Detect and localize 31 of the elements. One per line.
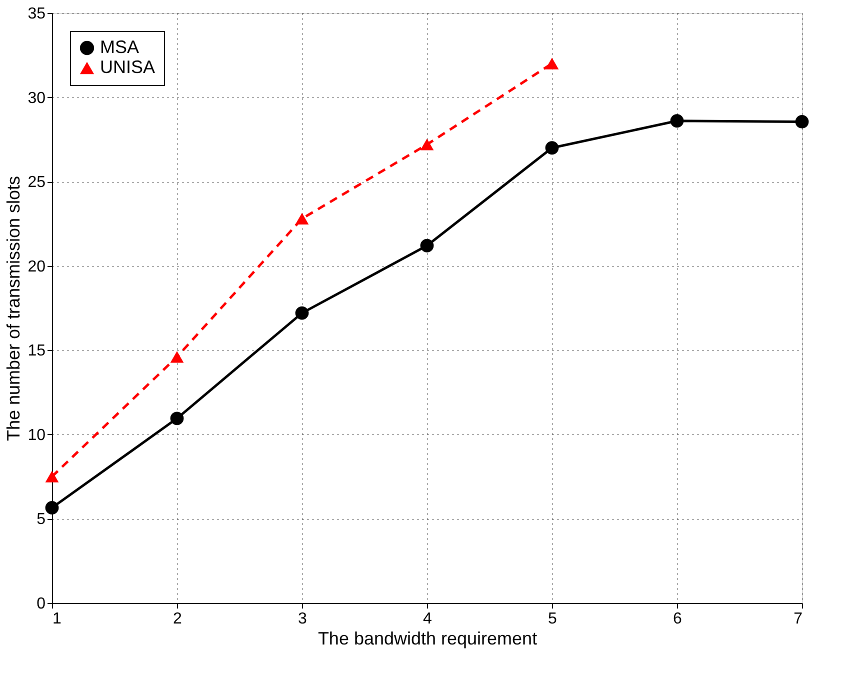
point — [670, 114, 684, 128]
point — [295, 212, 309, 224]
point — [545, 58, 559, 70]
y-tick-label: 25 — [28, 174, 46, 192]
x-tick-label: 1 — [52, 610, 62, 628]
y-tick-label: 5 — [36, 511, 46, 528]
x-tick-label: 6 — [673, 610, 682, 628]
legend-label: UNISA — [100, 57, 156, 77]
y-tick-label: 30 — [28, 90, 46, 107]
point — [45, 470, 59, 482]
x-tick-label: 3 — [298, 610, 308, 628]
x-tick-label: 5 — [548, 610, 558, 628]
y-tick-label: 35 — [28, 6, 46, 22]
point — [295, 306, 309, 320]
x-tick-label: 4 — [423, 610, 432, 628]
point — [420, 238, 434, 252]
point — [45, 501, 59, 514]
point — [170, 412, 184, 426]
y-tick-label: 15 — [28, 342, 46, 360]
y-tick-label: 0 — [36, 596, 46, 612]
y-tick-label: 10 — [28, 426, 46, 444]
x-tick-label: 2 — [173, 610, 182, 628]
point — [170, 351, 184, 363]
y-tick-label: 20 — [28, 258, 46, 276]
legend-label: MSA — [100, 37, 140, 57]
point — [420, 138, 434, 150]
x-axis-title: The bandwidth requirement — [318, 628, 538, 648]
point — [795, 115, 809, 128]
x-tick-label: 7 — [794, 610, 803, 628]
point — [545, 141, 559, 155]
y-axis-title: The number of transmission slots — [4, 176, 24, 442]
